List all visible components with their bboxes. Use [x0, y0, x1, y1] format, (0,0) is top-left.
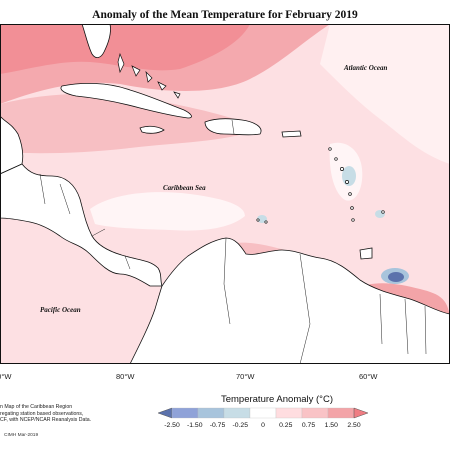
colorbar-segment [171, 407, 199, 419]
colorbar-tick-label: 0.75 [302, 422, 315, 429]
map-title: Anomaly of the Mean Temperature for Febr… [92, 9, 358, 21]
label-atlantic-ocean: Atlantic Ocean [343, 64, 387, 72]
colorbar-segment [301, 407, 329, 419]
cool-anomaly-guyana-strong [388, 272, 404, 282]
land-antilles-2 [334, 157, 338, 161]
land-bahamas-4 [157, 81, 167, 91]
colorbar-segment [327, 407, 355, 419]
colorbar-segment [223, 407, 251, 419]
colorbar-arrow-low [157, 407, 173, 419]
land-antilles-5 [348, 192, 352, 196]
tick-90w: 90°W [0, 372, 12, 381]
tick-60w: 60°W [359, 372, 378, 381]
legend-title: Temperature Anomaly (°C) [220, 394, 334, 405]
colorbar-arrow-high [353, 407, 369, 419]
tick-70w: 70°W [236, 372, 255, 381]
land-aruba [256, 218, 260, 222]
land-trinidad [359, 247, 373, 260]
description-line-2: regating station based observations, [0, 410, 84, 417]
land-bahamas-1 [117, 52, 125, 74]
land-bahamas-5 [173, 91, 181, 99]
colorbar-tick-label: 0 [261, 422, 265, 429]
warm-anomaly-gulf [0, 24, 250, 74]
colorbar-tick-label: -2.50 [164, 422, 180, 429]
land-yucatan [0, 115, 24, 175]
anomaly-map: Atlantic Ocean Caribbean Sea Pacific Oce… [0, 24, 450, 364]
land-antilles-6 [350, 206, 354, 210]
colorbar-ticks: -2.50 -1.50 -0.75 -0.25 0 0.25 0.75 1.50 2.50 [164, 422, 361, 429]
label-pacific-ocean: Pacific Ocean [40, 306, 81, 314]
land-curacao [264, 220, 268, 224]
land-bahamas-2 [131, 65, 141, 77]
colorbar-tick-label: 2.50 [347, 422, 360, 429]
cool-anomaly-aruba [257, 215, 267, 223]
colorbar-tick-label: 0.25 [279, 422, 292, 429]
land-south-america [129, 237, 450, 364]
longitude-axis [2, 363, 370, 364]
colorbar-tick-label: 1.50 [325, 422, 338, 429]
land-antilles-7 [351, 218, 355, 222]
colorbar [157, 407, 369, 419]
tick-80w: 80°W [116, 372, 135, 381]
land-antilles-4 [345, 180, 349, 184]
land-antilles-3 [340, 167, 344, 171]
land-bahamas-3 [145, 70, 153, 83]
warm-anomaly-band [0, 93, 260, 154]
land-antilles-8 [381, 210, 385, 214]
land-antilles-1 [328, 147, 332, 151]
neutral-anomaly-caribbean [90, 192, 245, 231]
colorbar-tick-label: -1.50 [187, 422, 203, 429]
colorbar-segment [197, 407, 225, 419]
color-legend: -2.50 -1.50 -0.75 -0.25 0 0.25 0.75 1.50 2.50 [157, 407, 369, 429]
land-cuba [60, 82, 192, 119]
map-stamp: CIMH Mar-2019 [4, 433, 39, 438]
land-central-america [0, 163, 163, 287]
colorbar-segment [249, 407, 277, 419]
longitude-labels: 90°W 80°W 70°W 60°W [0, 372, 378, 381]
land-florida [81, 24, 111, 58]
colorbar-tick-label: -0.25 [233, 422, 249, 429]
light-anomaly-northeast [320, 24, 450, 164]
land-puerto-rico [281, 130, 302, 138]
label-caribbean-sea: Caribbean Sea [163, 184, 206, 192]
land-jamaica [139, 125, 165, 134]
land [0, 24, 450, 364]
map-description: n Map of the Caribbean Region regating s… [0, 404, 150, 424]
colorbar-segment [275, 407, 303, 419]
cool-anomaly-guadeloupe [342, 166, 356, 186]
description-line-3: CF, with NCEP/NCAR Reanalysis Data. [0, 417, 92, 424]
description-line-1: n Map of the Caribbean Region [0, 404, 73, 410]
small-islands [117, 52, 385, 224]
colorbar-tick-label: -0.75 [210, 422, 226, 429]
country-borders [39, 119, 427, 364]
